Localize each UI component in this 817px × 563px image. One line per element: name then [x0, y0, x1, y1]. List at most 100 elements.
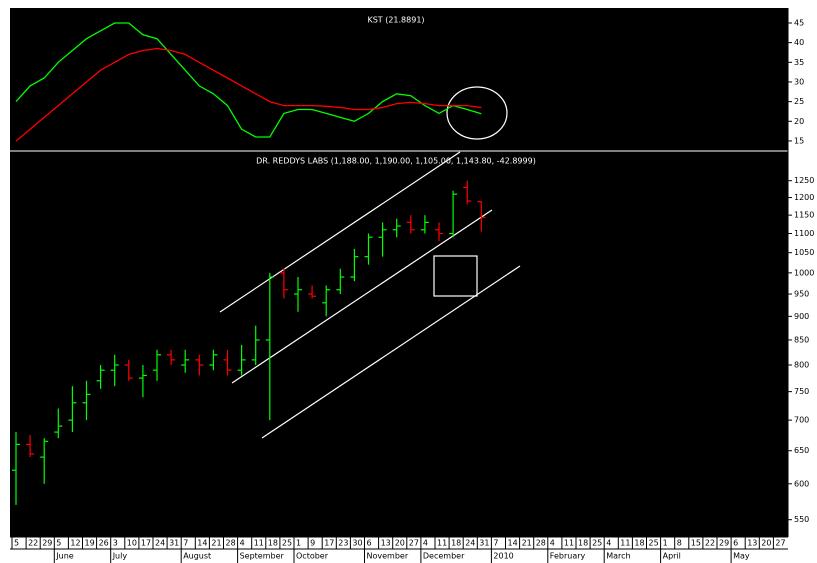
- x-tick-label: 4: [606, 539, 611, 548]
- y-tick-label: 35: [794, 58, 804, 67]
- x-tick-label: 31: [169, 539, 179, 548]
- month-label: October: [296, 552, 329, 561]
- x-tick-label: 11: [437, 539, 447, 548]
- channel-upper: [219, 151, 461, 313]
- x-tick-label: 6: [733, 539, 738, 548]
- x-tick-label: 17: [141, 539, 151, 548]
- y-tick-label: 1200: [794, 193, 814, 202]
- month-label: March: [606, 552, 630, 561]
- y-tick-label: 700: [794, 416, 809, 425]
- x-tick-label: 12: [70, 539, 80, 548]
- x-tick-label: 18: [634, 539, 644, 548]
- channel-middle: [231, 209, 493, 384]
- x-tick-label: 23: [338, 539, 348, 548]
- x-tick-label: 24: [465, 539, 475, 548]
- x-tick-label: 13: [747, 539, 757, 548]
- month-label: 2010: [493, 552, 513, 561]
- month-label: September: [240, 552, 285, 561]
- circle-annotation: [446, 86, 508, 140]
- y-tick-label: 950: [794, 290, 809, 299]
- x-tick-label: 4: [423, 539, 428, 548]
- month-label: May: [733, 552, 750, 561]
- x-tick-label: 21: [522, 539, 532, 548]
- x-tick-label: 30: [352, 539, 362, 548]
- x-tick-label: 11: [620, 539, 630, 548]
- x-tick-label: 8: [677, 539, 682, 548]
- x-tick-label: 4: [550, 539, 555, 548]
- y-tick-label: 1050: [794, 248, 814, 257]
- x-tick-label: 25: [592, 539, 602, 548]
- month-label: June: [55, 552, 74, 561]
- month-label: December: [423, 552, 465, 561]
- x-tick-label: 14: [508, 539, 518, 548]
- x-tick-label: 18: [578, 539, 588, 548]
- x-tick-label: 5: [56, 539, 61, 548]
- y-tick-label: 550: [794, 515, 809, 524]
- x-tick-label: 19: [85, 539, 95, 548]
- x-tick-label: 18: [268, 539, 278, 548]
- y-tick-label: 600: [794, 479, 809, 488]
- x-tick-label: 27: [775, 539, 785, 548]
- y-tick-label: 750: [794, 387, 809, 396]
- y-tick-label: 1100: [794, 229, 814, 238]
- x-tick-label: 15: [691, 539, 701, 548]
- x-tick-label: 7: [183, 539, 188, 548]
- x-tick-label: 26: [99, 539, 109, 548]
- y-tick-label: 900: [794, 312, 809, 321]
- x-tick-label: 21: [211, 539, 221, 548]
- y-tick-label: 1150: [794, 211, 814, 220]
- y-tick-label: 40: [794, 38, 804, 47]
- month-label: August: [183, 552, 211, 561]
- x-tick-label: 13: [381, 539, 391, 548]
- x-tick-label: 11: [564, 539, 574, 548]
- x-tick-label: 14: [197, 539, 207, 548]
- month-label: April: [663, 552, 681, 561]
- x-tick-label: 31: [479, 539, 489, 548]
- x-tick-label: 3: [113, 539, 118, 548]
- x-tick-label: 25: [649, 539, 659, 548]
- x-tick-label: 28: [536, 539, 546, 548]
- x-tick-label: 6: [367, 539, 372, 548]
- x-tick-label: 17: [324, 539, 334, 548]
- y-tick-label: 15: [794, 136, 804, 145]
- y-tick-label: 850: [794, 335, 809, 344]
- y-tick-label: 1000: [794, 268, 814, 277]
- box-annotation: [433, 255, 478, 297]
- x-tick-label: 28: [226, 539, 236, 548]
- x-tick-label: 25: [282, 539, 292, 548]
- y-tick-label: 45: [794, 18, 804, 27]
- y-tick-label: 25: [794, 97, 804, 106]
- y-tick-label: 20: [794, 117, 804, 126]
- x-tick-label: 1: [296, 539, 301, 548]
- x-tick-label: 1: [663, 539, 668, 548]
- x-tick-label: 4: [240, 539, 245, 548]
- x-tick-label: 27: [409, 539, 419, 548]
- x-tick-label: 9: [310, 539, 315, 548]
- month-label: November: [367, 552, 409, 561]
- y-tick-label: 1250: [794, 176, 814, 185]
- x-tick-label: 11: [254, 539, 264, 548]
- y-tick-label: 650: [794, 446, 809, 455]
- x-tick-label: 22: [28, 539, 38, 548]
- y-tick-label: 800: [794, 360, 809, 369]
- x-tick-label: 29: [42, 539, 52, 548]
- x-tick-label: 10: [127, 539, 137, 548]
- x-tick-label: 20: [395, 539, 405, 548]
- kst-line: [15, 22, 482, 138]
- y-tick-label: 30: [794, 77, 804, 86]
- x-tick-label: 20: [761, 539, 771, 548]
- month-label: February: [550, 552, 586, 561]
- x-tick-label: 5: [14, 539, 19, 548]
- x-tick-label: 29: [719, 539, 729, 548]
- price-title: DR. REDDYS LABS (1,188.00, 1,190.00, 1,1…: [256, 157, 536, 166]
- x-tick-label: 18: [451, 539, 461, 548]
- x-tick-label: 7: [493, 539, 498, 548]
- kst-title: KST (21.8891): [367, 16, 424, 25]
- month-label: July: [112, 552, 128, 561]
- annotations: [219, 86, 521, 439]
- kst-line: [15, 47, 482, 142]
- x-tick-label: 24: [155, 539, 165, 548]
- x-tick-label: 22: [705, 539, 715, 548]
